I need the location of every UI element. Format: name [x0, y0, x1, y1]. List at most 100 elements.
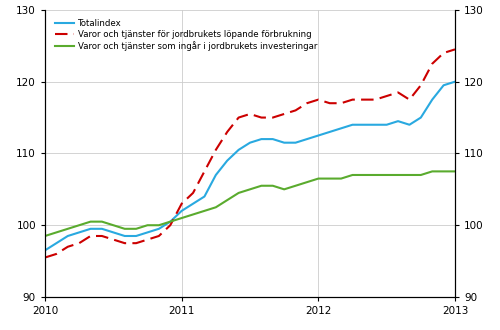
Totalindex: [168, 220, 173, 224]
Varor och tjänster som ingår i jordbrukets investeringar: [144, 223, 150, 227]
Totalindex: [42, 248, 48, 252]
Varor och tjänster som ingår i jordbrukets investeringar: [202, 209, 207, 213]
Varor och tjänster som ingår i jordbrukets investeringar: [270, 184, 276, 188]
Varor och tjänster för jordbrukets löpande förbrukning: [99, 234, 105, 238]
Varor och tjänster för jordbrukets löpande förbrukning: [452, 48, 458, 51]
Varor och tjänster för jordbrukets löpande förbrukning: [110, 238, 116, 242]
Totalindex: [99, 227, 105, 231]
Varor och tjänster som ingår i jordbrukets investeringar: [292, 184, 298, 188]
Varor och tjänster för jordbrukets löpande förbrukning: [88, 234, 94, 238]
Totalindex: [406, 123, 412, 127]
Varor och tjänster för jordbrukets löpande förbrukning: [156, 234, 162, 238]
Varor och tjänster som ingår i jordbrukets investeringar: [122, 227, 128, 231]
Varor och tjänster för jordbrukets löpande förbrukning: [384, 94, 390, 98]
Varor och tjänster för jordbrukets löpande förbrukning: [281, 112, 287, 116]
Varor och tjänster som ingår i jordbrukets investeringar: [178, 216, 184, 220]
Varor och tjänster som ingår i jordbrukets investeringar: [350, 173, 356, 177]
Varor och tjänster som ingår i jordbrukets investeringar: [88, 220, 94, 224]
Totalindex: [384, 123, 390, 127]
Varor och tjänster för jordbrukets löpande förbrukning: [338, 101, 344, 105]
Varor och tjänster som ingår i jordbrukets investeringar: [326, 177, 332, 181]
Line: Totalindex: Totalindex: [45, 82, 455, 250]
Varor och tjänster för jordbrukets löpande förbrukning: [178, 202, 184, 206]
Varor och tjänster för jordbrukets löpande förbrukning: [395, 90, 401, 94]
Varor och tjänster för jordbrukets löpande förbrukning: [247, 112, 253, 116]
Varor och tjänster som ingår i jordbrukets investeringar: [395, 173, 401, 177]
Varor och tjänster för jordbrukets löpande förbrukning: [190, 191, 196, 195]
Varor och tjänster som ingår i jordbrukets investeringar: [190, 213, 196, 216]
Varor och tjänster för jordbrukets löpande förbrukning: [133, 241, 139, 245]
Totalindex: [429, 98, 435, 102]
Totalindex: [247, 141, 253, 145]
Totalindex: [190, 202, 196, 206]
Totalindex: [361, 123, 367, 127]
Totalindex: [76, 230, 82, 234]
Varor och tjänster som ingår i jordbrukets investeringar: [76, 223, 82, 227]
Varor och tjänster som ingår i jordbrukets investeringar: [361, 173, 367, 177]
Totalindex: [65, 234, 71, 238]
Totalindex: [88, 227, 94, 231]
Varor och tjänster för jordbrukets löpande förbrukning: [440, 51, 446, 55]
Varor och tjänster för jordbrukets löpande förbrukning: [258, 115, 264, 119]
Totalindex: [350, 123, 356, 127]
Totalindex: [281, 141, 287, 145]
Varor och tjänster för jordbrukets löpande förbrukning: [42, 255, 48, 259]
Totalindex: [372, 123, 378, 127]
Totalindex: [144, 230, 150, 234]
Varor och tjänster som ingår i jordbrukets investeringar: [42, 234, 48, 238]
Varor och tjänster som ingår i jordbrukets investeringar: [338, 177, 344, 181]
Varor och tjänster för jordbrukets löpande förbrukning: [304, 101, 310, 105]
Varor och tjänster som ingår i jordbrukets investeringar: [224, 198, 230, 202]
Varor och tjänster för jordbrukets löpande förbrukning: [54, 252, 60, 256]
Varor och tjänster som ingår i jordbrukets investeringar: [110, 223, 116, 227]
Varor och tjänster för jordbrukets löpande förbrukning: [76, 241, 82, 245]
Totalindex: [156, 227, 162, 231]
Totalindex: [213, 173, 219, 177]
Varor och tjänster för jordbrukets löpande förbrukning: [213, 148, 219, 152]
Varor och tjänster för jordbrukets löpande förbrukning: [316, 98, 322, 102]
Totalindex: [326, 130, 332, 134]
Totalindex: [122, 234, 128, 238]
Varor och tjänster som ingår i jordbrukets investeringar: [384, 173, 390, 177]
Varor och tjänster som ingår i jordbrukets investeringar: [133, 227, 139, 231]
Varor och tjänster som ingår i jordbrukets investeringar: [316, 177, 322, 181]
Varor och tjänster som ingår i jordbrukets investeringar: [65, 227, 71, 231]
Varor och tjänster för jordbrukets löpande förbrukning: [406, 98, 412, 102]
Varor och tjänster som ingår i jordbrukets investeringar: [429, 169, 435, 173]
Varor och tjänster som ingår i jordbrukets investeringar: [406, 173, 412, 177]
Totalindex: [202, 194, 207, 198]
Varor och tjänster för jordbrukets löpande förbrukning: [224, 130, 230, 134]
Varor och tjänster som ingår i jordbrukets investeringar: [418, 173, 424, 177]
Varor och tjänster som ingår i jordbrukets investeringar: [54, 230, 60, 234]
Totalindex: [304, 137, 310, 141]
Varor och tjänster som ingår i jordbrukets investeringar: [281, 187, 287, 191]
Varor och tjänster för jordbrukets löpande förbrukning: [122, 241, 128, 245]
Varor och tjänster för jordbrukets löpande förbrukning: [236, 115, 242, 119]
Varor och tjänster för jordbrukets löpande förbrukning: [429, 62, 435, 66]
Totalindex: [270, 137, 276, 141]
Totalindex: [452, 80, 458, 83]
Varor och tjänster för jordbrukets löpande förbrukning: [65, 245, 71, 249]
Varor och tjänster som ingår i jordbrukets investeringar: [304, 180, 310, 184]
Varor och tjänster för jordbrukets löpande förbrukning: [350, 98, 356, 102]
Varor och tjänster som ingår i jordbrukets investeringar: [372, 173, 378, 177]
Varor och tjänster för jordbrukets löpande förbrukning: [270, 115, 276, 119]
Varor och tjänster för jordbrukets löpande förbrukning: [168, 223, 173, 227]
Totalindex: [258, 137, 264, 141]
Line: Varor och tjänster för jordbrukets löpande förbrukning: Varor och tjänster för jordbrukets löpan…: [45, 50, 455, 257]
Totalindex: [338, 126, 344, 130]
Varor och tjänster som ingår i jordbrukets investeringar: [213, 205, 219, 209]
Totalindex: [133, 234, 139, 238]
Totalindex: [418, 115, 424, 119]
Varor och tjänster för jordbrukets löpande förbrukning: [372, 98, 378, 102]
Legend: Totalindex, Varor och tjänster för jordbrukets löpande förbrukning, Varor och tj: Totalindex, Varor och tjänster för jordb…: [54, 17, 318, 53]
Totalindex: [224, 159, 230, 163]
Varor och tjänster som ingår i jordbrukets investeringar: [168, 220, 173, 224]
Varor och tjänster för jordbrukets löpande förbrukning: [361, 98, 367, 102]
Varor och tjänster för jordbrukets löpande förbrukning: [292, 108, 298, 112]
Varor och tjänster som ingår i jordbrukets investeringar: [452, 169, 458, 173]
Line: Varor och tjänster som ingår i jordbrukets investeringar: Varor och tjänster som ingår i jordbruke…: [45, 171, 455, 236]
Totalindex: [316, 134, 322, 138]
Varor och tjänster för jordbrukets löpande förbrukning: [202, 169, 207, 173]
Totalindex: [236, 148, 242, 152]
